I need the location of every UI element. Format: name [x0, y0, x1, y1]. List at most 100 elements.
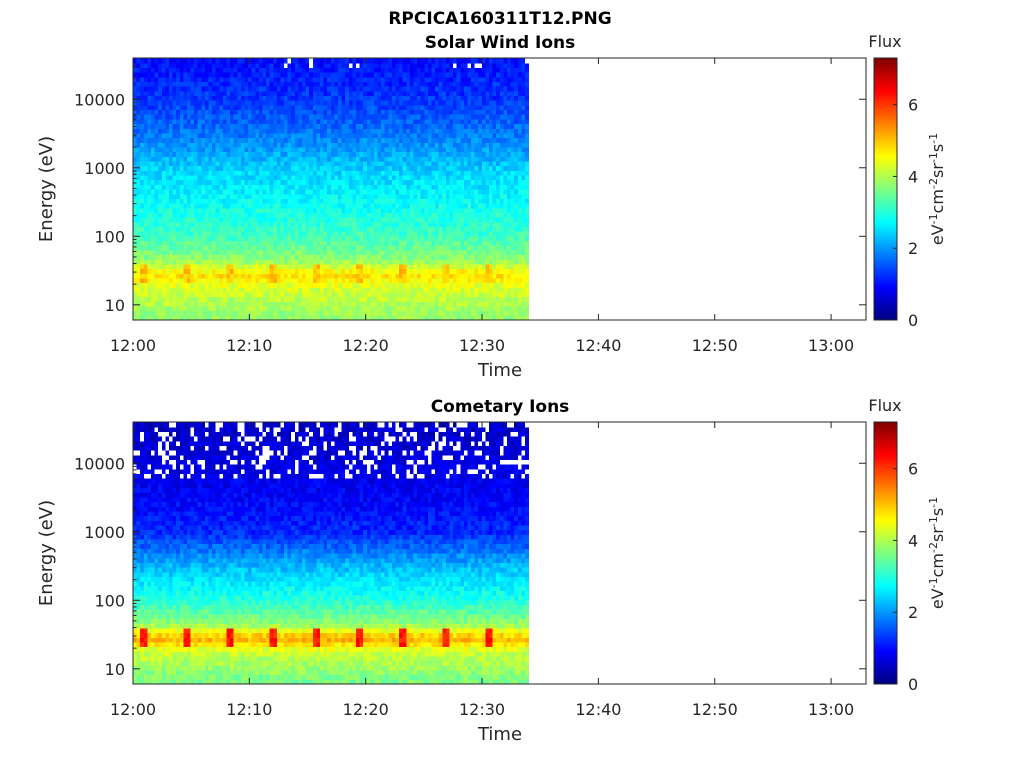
heatmap-cell	[474, 156, 479, 162]
heatmap-cell	[305, 179, 310, 185]
heatmap-cell	[460, 137, 465, 143]
heatmap-cell	[449, 189, 454, 195]
heatmap-cell	[251, 151, 256, 157]
heatmap-cell	[453, 114, 458, 120]
heatmap-cell	[355, 277, 361, 284]
heatmap-cell	[197, 263, 202, 270]
heatmap-cell	[197, 156, 202, 162]
heatmap-cell	[388, 179, 393, 185]
heatmap-cell	[219, 137, 224, 143]
heatmap-cell	[240, 174, 246, 181]
heatmap-cell	[363, 132, 368, 139]
heatmap-cell	[255, 189, 260, 195]
heatmap-cell	[248, 193, 253, 199]
heatmap-cell	[320, 305, 325, 312]
heatmap-cell	[158, 240, 163, 246]
heatmap-cell	[323, 146, 328, 153]
heatmap-cell	[406, 137, 411, 143]
heatmap-cell	[154, 245, 159, 251]
heatmap-cell	[355, 226, 361, 232]
heatmap-cell	[456, 254, 461, 260]
heatmap-cell	[294, 114, 300, 120]
heatmap-cell	[471, 165, 476, 171]
heatmap-cell	[463, 254, 469, 260]
heatmap-cell	[233, 291, 238, 298]
heatmap-cell	[381, 296, 386, 302]
heatmap-cell	[240, 245, 246, 251]
heatmap-cell	[244, 212, 249, 218]
heatmap-cell	[341, 193, 346, 199]
heatmap-cell	[485, 259, 490, 265]
heatmap-cell	[230, 198, 235, 204]
heatmap-cell	[136, 235, 141, 242]
heatmap-cell	[341, 174, 346, 181]
heatmap-cell	[172, 207, 177, 213]
heatmap-cell	[330, 277, 335, 284]
heatmap-cell	[204, 189, 210, 195]
heatmap-cell	[391, 296, 397, 302]
heatmap-cell	[388, 249, 393, 256]
heatmap-cell	[453, 291, 458, 298]
heatmap-cell	[208, 137, 213, 143]
heatmap-cell	[431, 263, 436, 270]
heatmap-cell	[492, 268, 497, 274]
heatmap-cell	[341, 296, 346, 302]
heatmap-cell	[258, 245, 264, 251]
heatmap-cell	[517, 132, 522, 139]
heatmap-cell	[445, 273, 451, 279]
heatmap-cell	[388, 315, 393, 321]
heatmap-cell	[323, 137, 328, 143]
heatmap-cell	[212, 301, 217, 307]
heatmap-cell	[417, 184, 422, 190]
heatmap-cell	[190, 123, 195, 129]
heatmap-cell	[323, 273, 328, 279]
heatmap-cell	[143, 156, 148, 162]
heatmap-cell	[201, 174, 206, 181]
heatmap-cell	[215, 212, 220, 218]
heatmap-cell	[460, 123, 465, 129]
heatmap-cell	[226, 179, 231, 185]
heatmap-cell	[334, 174, 339, 181]
heatmap-cell	[230, 287, 235, 293]
heatmap-cell	[237, 198, 242, 204]
heatmap-cell	[496, 310, 501, 316]
heatmap-cell	[481, 193, 487, 199]
heatmap-cell	[370, 203, 375, 209]
heatmap-cell	[291, 310, 296, 316]
heatmap-cell	[309, 128, 314, 134]
heatmap-cell	[208, 226, 213, 232]
heatmap-cell	[240, 137, 246, 143]
heatmap-cell	[269, 203, 274, 209]
heatmap-cell	[384, 128, 389, 134]
heatmap-cell	[334, 240, 339, 246]
heatmap-cell	[388, 212, 393, 218]
heatmap-cell	[471, 146, 476, 153]
heatmap-cell	[176, 104, 181, 111]
heatmap-cell	[309, 315, 314, 321]
heatmap-cell	[294, 109, 300, 115]
heatmap-cell	[258, 146, 264, 153]
heatmap-cell	[420, 305, 425, 312]
heatmap-cell	[456, 109, 461, 115]
heatmap-cell	[359, 203, 364, 209]
heatmap-cell	[337, 291, 343, 298]
heatmap-cell	[521, 118, 526, 125]
heatmap-cell	[143, 151, 148, 157]
heatmap-cell	[435, 296, 440, 302]
heatmap-cell	[305, 310, 310, 316]
heatmap-cell	[417, 277, 422, 284]
heatmap-cell	[348, 174, 353, 181]
heatmap-cell	[474, 198, 479, 204]
heatmap-cell	[136, 310, 141, 316]
heatmap-cell	[499, 174, 505, 181]
heatmap-cell	[248, 263, 253, 270]
heatmap-cell	[251, 226, 256, 232]
heatmap-cell	[158, 254, 163, 260]
heatmap-cell	[320, 231, 325, 237]
heatmap-cell	[499, 268, 505, 274]
heatmap-cell	[287, 109, 292, 115]
heatmap-cell	[370, 221, 375, 228]
heatmap-cell	[489, 198, 494, 204]
heatmap-cell	[521, 240, 526, 246]
heatmap-cell	[435, 259, 440, 265]
